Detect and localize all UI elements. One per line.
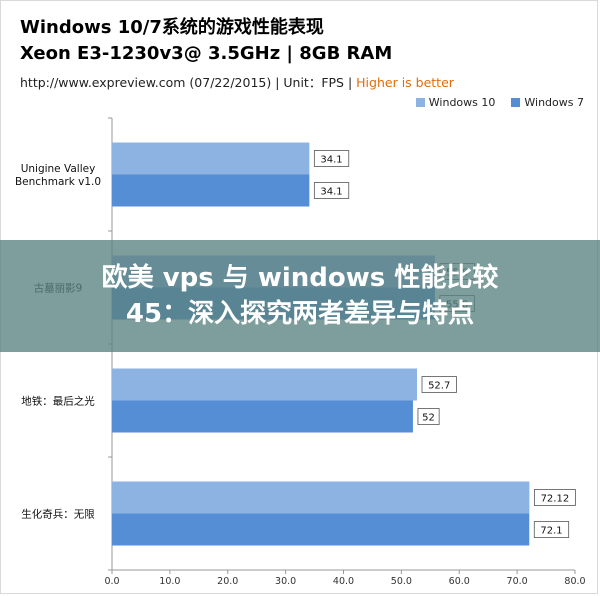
- overlay-line-2: 45：深入探究两者差异与特点: [125, 299, 475, 329]
- data-label: 72.12: [541, 494, 570, 505]
- data-label: 34.1: [320, 155, 342, 166]
- category-label: Benchmark v1.0: [15, 176, 101, 188]
- higher-is-better-note: Higher is better: [356, 75, 454, 90]
- category-label: 生化奇兵：无限: [21, 508, 95, 521]
- data-label: 52.7: [428, 381, 450, 392]
- data-label-box: [421, 376, 457, 393]
- data-label: 72.1: [540, 526, 562, 537]
- x-tick-label: 40.0: [333, 576, 354, 587]
- legend-swatch-win10: [415, 98, 425, 107]
- chart-title: Windows 10/7系统的游戏性能表现: [20, 17, 324, 38]
- legend-item-win10: Windows 10: [415, 96, 496, 109]
- data-label: 52: [422, 413, 435, 424]
- legend-item-win7: Windows 7: [511, 96, 584, 109]
- source-info: http://www.expreview.com (07/22/2015) | …: [20, 72, 454, 91]
- data-label: 34.1: [320, 187, 342, 198]
- bar-win10: [112, 481, 530, 514]
- x-tick-label: 60.0: [449, 576, 470, 587]
- legend-label-win7: Windows 7: [524, 96, 584, 109]
- legend-label-win10: Windows 10: [428, 96, 496, 109]
- title-overlay-banner: 欧美 vps 与 windows 性能比较 45：深入探究两者差异与特点: [0, 240, 600, 352]
- x-tick-label: 30.0: [275, 576, 296, 587]
- data-label-box: [533, 521, 570, 538]
- category-label: 地铁：最后之光: [21, 395, 95, 408]
- x-tick-label: 50.0: [391, 576, 412, 587]
- category-label: Unigine Valley: [21, 163, 96, 175]
- overlay-line-1: 欧美 vps 与 windows 性能比较: [101, 263, 499, 293]
- x-tick-label: 80.0: [564, 576, 585, 587]
- legend: Windows 10 Windows 7: [415, 96, 584, 109]
- bar-win7: [112, 400, 413, 433]
- data-label-box: [313, 182, 350, 199]
- x-tick-label: 0.0: [104, 576, 119, 587]
- data-label-box: [417, 408, 440, 425]
- bar-win10: [112, 142, 310, 175]
- bar-win7: [112, 513, 530, 546]
- x-tick-label: 70.0: [507, 576, 528, 587]
- data-label-box: [313, 150, 350, 167]
- chart-subtitle: Xeon E3-1230v3@ 3.5GHz | 8GB RAM: [20, 43, 393, 64]
- data-label-box: [533, 489, 576, 506]
- x-tick-label: 20.0: [217, 576, 238, 587]
- x-tick-label: 10.0: [159, 576, 180, 587]
- chart-header: Windows 10/7系统的游戏性能表现 Xeon E3-1230v3@ 3.…: [20, 16, 454, 91]
- legend-swatch-win7: [511, 98, 521, 107]
- bar-win10: [112, 368, 418, 401]
- bar-win7: [112, 174, 310, 207]
- source-info-text: http://www.expreview.com (07/22/2015) | …: [20, 75, 357, 90]
